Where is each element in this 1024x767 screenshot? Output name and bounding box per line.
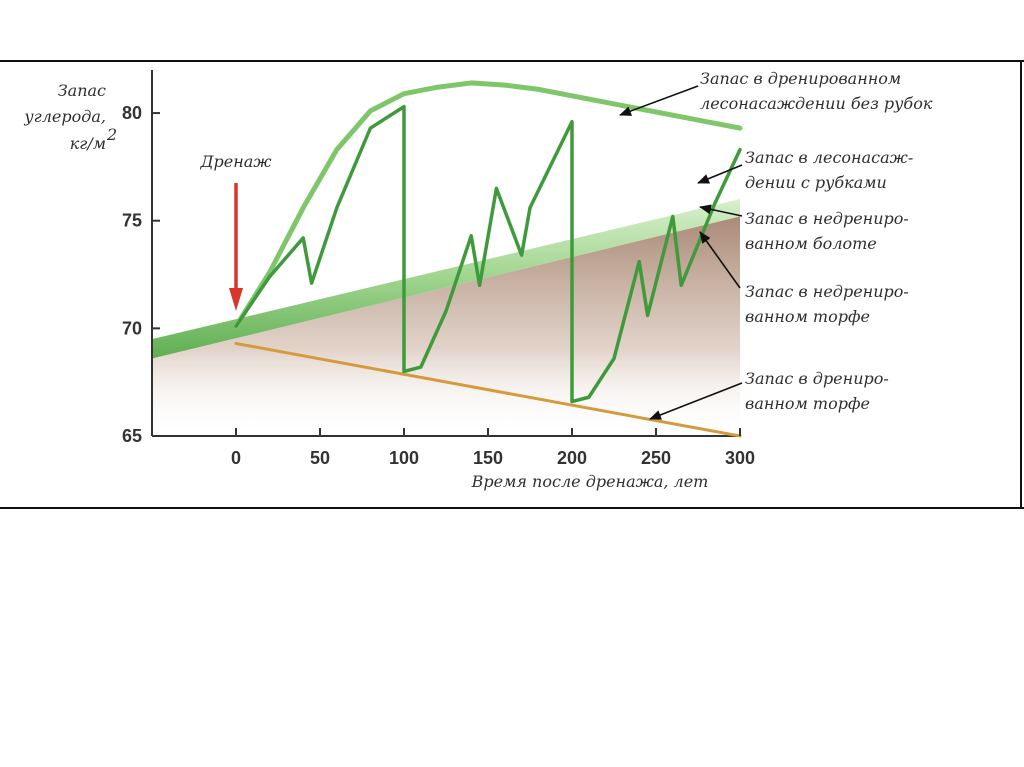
legend-drained-peat-arrow — [649, 382, 743, 420]
legend-no-cutting-label: лесонасаждении без рубок — [700, 94, 933, 113]
y-tick-label: 75 — [122, 211, 142, 231]
top-frame-line — [0, 60, 1024, 62]
y-tick-label: 65 — [122, 426, 142, 446]
legend-with-cutting-arrow — [697, 164, 743, 184]
series-drained-peat-line — [234, 341, 742, 438]
x-tick-label: 300 — [725, 448, 755, 468]
x-axis-label: Время после дренажа, лет — [471, 472, 709, 491]
y-tick-label: 80 — [122, 103, 142, 123]
drainage-arrow-head — [229, 288, 243, 311]
bottom-frame-line — [0, 507, 1024, 509]
legend-undrained-peat-label: Запас в недрениро- — [745, 282, 909, 301]
legend-drained-peat-label: ванном торфе — [745, 394, 870, 413]
legend-with-cutting-label: дении с рубками — [745, 173, 887, 192]
legend-undrained-peat-label: ванном торфе — [745, 307, 870, 326]
drainage-label: Дренаж — [200, 152, 273, 171]
legend-drained-peat-label: Запас в дрениро- — [745, 369, 889, 388]
x-tick-label: 100 — [389, 448, 419, 468]
legend-undrained-bog-arrow — [699, 204, 743, 217]
y-axis-label-line: углерода, — [23, 107, 106, 126]
legend-undrained-bog-label: ванном болоте — [745, 234, 877, 253]
x-tick-label: 150 — [473, 448, 503, 468]
x-tick-label: 250 — [641, 448, 671, 468]
x-tick-label: 200 — [557, 448, 587, 468]
legend-undrained-peat-arrow — [699, 231, 741, 289]
y-axis-label-superscript: 2 — [106, 125, 117, 144]
y-tick-label: 70 — [122, 318, 142, 338]
y-axis-label-line: Запас — [58, 81, 106, 100]
x-tick-label: 0 — [231, 448, 241, 468]
right-frame-line — [1020, 60, 1022, 509]
undrained-bog-band — [152, 199, 740, 359]
legend-no-cutting-label: Запас в дренированном — [700, 69, 901, 88]
legend-undrained-bog-label: Запас в недрениро- — [745, 209, 909, 228]
x-tick-label: 50 — [310, 448, 330, 468]
series-no-cutting-line — [233, 80, 743, 329]
y-axis-label-line: кг/м — [70, 134, 106, 153]
undrained-peat-area — [152, 216, 740, 436]
legend-with-cutting-label: Запас в лесонасаж- — [745, 148, 913, 167]
legend-no-cutting-arrow — [619, 85, 699, 116]
series-with-cutting-line — [234, 104, 742, 404]
